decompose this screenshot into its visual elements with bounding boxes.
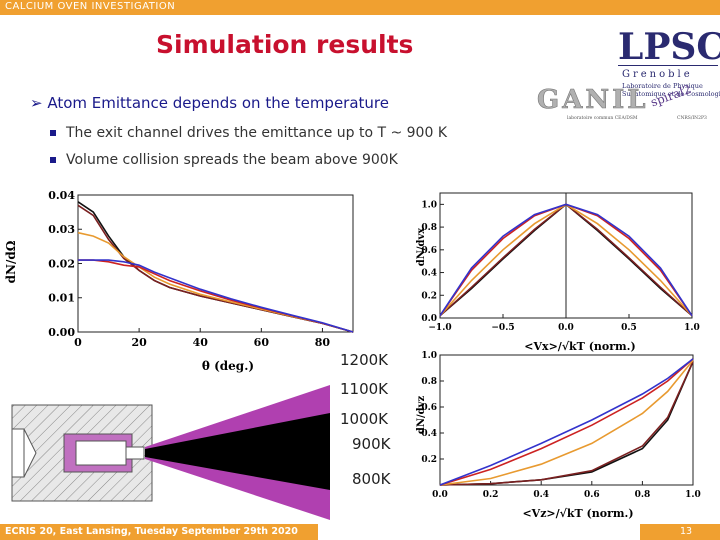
series-line-900K xyxy=(439,361,694,486)
y-tick-label: 0.0 xyxy=(421,314,437,324)
series-line-1100K xyxy=(439,358,694,486)
lpsc-logo-city: Grenoble xyxy=(622,69,693,80)
ganil-logo: GANIL spiral2 laboratoire commun CEA/DSM… xyxy=(537,84,707,121)
bullet-sub-2-text: Volume collision spreads the beam above … xyxy=(66,152,398,168)
chart3-xlabel: <Vz>/√kT (norm.) xyxy=(522,507,633,520)
y-tick-label: 0.4 xyxy=(421,429,437,439)
y-tick-label: 1.0 xyxy=(421,351,437,361)
beam-cone-core xyxy=(145,413,330,490)
chart1-xlabel: θ (deg.) xyxy=(202,359,254,373)
x-tick-label: 0.4 xyxy=(533,490,549,500)
chart2-xlabel: <Vx>/√kT (norm.) xyxy=(524,340,635,353)
y-tick-label: 0.8 xyxy=(421,223,437,233)
footer: ECRIS 20, East Lansing, Tuesday Septembe… xyxy=(0,524,720,540)
series-line-800K xyxy=(77,201,354,333)
crucible-tip xyxy=(23,428,37,478)
channel-bore xyxy=(75,440,127,466)
x-tick-label: 0.5 xyxy=(621,323,637,333)
x-tick-label: −1.0 xyxy=(428,323,451,333)
series-line-900K xyxy=(77,204,354,333)
bullet-main: ➢ Atom Emittance depends on the temperat… xyxy=(30,94,389,112)
y-tick-label: 0.04 xyxy=(48,189,75,202)
chart1-ylabel: dN/dΩ xyxy=(4,240,18,283)
ganil-logo-text: GANIL xyxy=(537,85,649,115)
series-line-1100K xyxy=(78,259,354,333)
square-bullet-icon xyxy=(50,130,56,136)
x-tick-label: 0.8 xyxy=(635,490,651,500)
x-tick-label: 40 xyxy=(193,336,209,349)
lpsc-logo: LPSC Grenoble Laboratoire de Physique Su… xyxy=(618,26,720,98)
series-line-1000K xyxy=(439,359,694,486)
temp-label-800K: 800K xyxy=(352,470,391,488)
x-tick-label: 80 xyxy=(315,336,331,349)
x-tick-label: 0.0 xyxy=(558,323,574,333)
y-tick-label: 0.03 xyxy=(48,223,75,236)
ganil-logo-right: CNRS/IN2P3 xyxy=(677,115,707,121)
x-tick-label: 1.0 xyxy=(685,490,701,500)
series-line-1200K xyxy=(439,358,694,486)
x-tick-label: 0.2 xyxy=(483,490,499,500)
arrow-bullet-icon: ➢ xyxy=(30,94,43,112)
y-tick-label: 0.4 xyxy=(421,269,437,279)
oven-crucible xyxy=(11,428,25,478)
angular-distribution-chart: dN/dΩ θ (deg.) 0 20 40 60 80 0.00 0.01 0.02 0.03… xyxy=(4,189,354,373)
slide-title: Simulation results xyxy=(156,30,414,59)
ganil-logo-left: laboratoire commun CEA/DSM xyxy=(567,115,638,121)
bullet-sub-2: Volume collision spreads the beam above … xyxy=(50,152,398,168)
bullet-sub-1: The exit channel drives the emittance up… xyxy=(50,125,448,141)
series-line-1000K xyxy=(77,231,354,333)
footer-conference: ECRIS 20, East Lansing, Tuesday Septembe… xyxy=(5,526,298,537)
x-tick-label: 0.0 xyxy=(432,490,448,500)
y-tick-label: 0.01 xyxy=(48,292,75,305)
x-tick-label: 0.6 xyxy=(584,490,600,500)
lpsc-logo-text: LPSC xyxy=(618,26,720,68)
series-line-1200K xyxy=(78,259,354,333)
y-tick-label: 1.0 xyxy=(421,201,437,211)
temp-label-1100K: 1100K xyxy=(340,380,389,398)
header-banner: CALCIUM OVEN INVESTIGATION xyxy=(0,0,720,15)
page-number: 13 xyxy=(680,526,693,537)
x-tick-label: 0 xyxy=(74,336,82,349)
footer-right: 13 xyxy=(640,524,720,540)
lpsc-logo-line1: Laboratoire de Physique xyxy=(622,82,703,90)
bullet-main-text: Atom Emittance depends on the temperatur… xyxy=(47,94,389,112)
y-tick-label: 0.8 xyxy=(421,377,437,387)
x-tick-label: −0.5 xyxy=(491,323,514,333)
chart3-frame xyxy=(439,354,694,486)
y-tick-label: 0.02 xyxy=(48,257,75,270)
chart2-ylabel: dN/dvx xyxy=(416,227,427,267)
exit-nozzle xyxy=(125,446,145,460)
bullet-sub-1-text: The exit channel drives the emittance up… xyxy=(66,125,448,141)
oven-diagram xyxy=(11,385,330,520)
y-tick-label: 0.6 xyxy=(421,246,437,256)
y-tick-label: 0.6 xyxy=(421,403,437,413)
footer-left: ECRIS 20, East Lansing, Tuesday Septembe… xyxy=(0,524,318,540)
chart3-ylabel: dN/dvz xyxy=(416,396,427,435)
square-bullet-icon xyxy=(50,157,56,163)
longitudinal-velocity-chart: dN/dvz <Vz>/√kT (norm.) 0.0 0.2 0.4 0.6 0.8 1… xyxy=(416,351,701,520)
series-line-800K xyxy=(439,361,694,486)
x-tick-label: 60 xyxy=(254,336,270,349)
series-line-1200K xyxy=(439,203,693,317)
y-tick-label: 0.00 xyxy=(48,326,75,339)
temp-label-1200K: 1200K xyxy=(340,351,389,369)
transverse-velocity-chart: dN/dvx <Vx>/√kT (norm.) −1.0 −0.5 0.0 0.5 1.… xyxy=(416,192,700,353)
lpsc-logo-line2: Subatomique et de Cosmologie xyxy=(622,90,720,98)
banner-text: CALCIUM OVEN INVESTIGATION xyxy=(5,1,176,12)
spiral-logo-text: spiral2 xyxy=(649,84,693,109)
y-tick-label: 0.2 xyxy=(421,291,437,301)
x-tick-label: 1.0 xyxy=(684,323,700,333)
temp-label-1000K: 1000K xyxy=(340,410,389,428)
y-tick-label: 0.2 xyxy=(421,455,437,465)
x-tick-label: 20 xyxy=(131,336,147,349)
temp-label-900K: 900K xyxy=(352,435,391,453)
